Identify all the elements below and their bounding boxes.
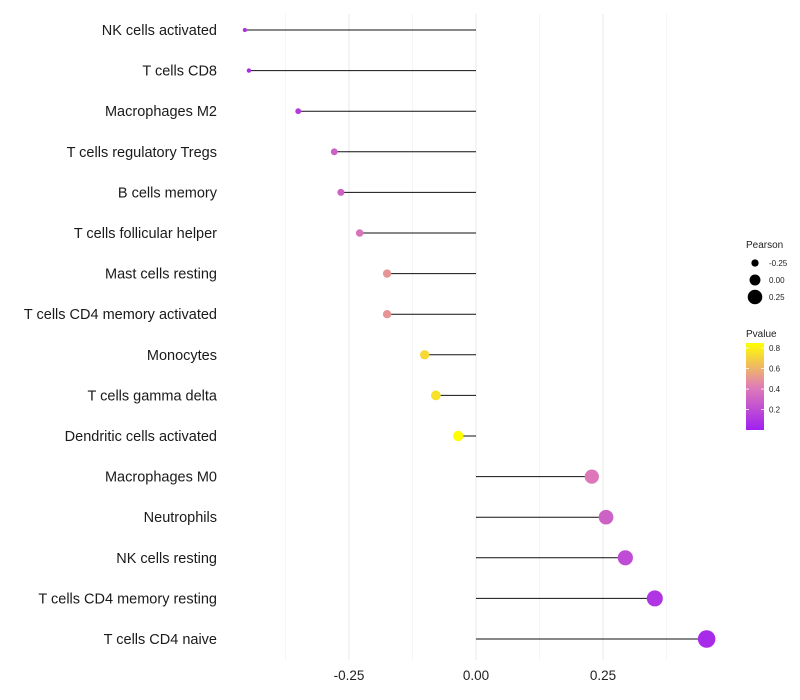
category-label: Dendritic cells activated	[65, 429, 217, 445]
x-tick-label: 0.25	[590, 668, 616, 683]
x-tick-label: -0.25	[334, 668, 365, 683]
colorbar-label: 0.8	[769, 344, 781, 353]
category-label: T cells CD4 naive	[104, 632, 217, 648]
category-label: Mast cells resting	[105, 267, 217, 283]
dot-macrophages-m2	[295, 108, 302, 115]
stems	[244, 29, 707, 640]
category-label: T cells gamma delta	[88, 388, 218, 404]
category-label: Macrophages M2	[105, 104, 217, 120]
dot-macrophages-m0	[584, 469, 599, 484]
dot-b-cells-memory	[337, 188, 345, 196]
dot-t-cells-cd4-memory-resting	[646, 590, 663, 607]
legend-size-label: 0.25	[769, 293, 785, 302]
dot-t-cells-cd4-memory-activated	[382, 310, 392, 319]
dot-monocytes	[419, 350, 430, 360]
legend-size-label: 0.00	[769, 276, 785, 285]
dot-neutrophils	[598, 509, 614, 525]
category-label: T cells follicular helper	[74, 226, 217, 242]
x-tick-label: 0.00	[463, 668, 489, 683]
legend-size-key	[751, 259, 759, 267]
colorbar-label: 0.4	[769, 385, 781, 394]
dot-nk-cells-activated	[242, 27, 247, 33]
grid-lines	[285, 14, 667, 660]
dot-dendritic-cells-activated	[453, 430, 464, 442]
dot-mast-cells-resting	[382, 269, 392, 278]
legend-pvalue-title: Pvalue	[746, 329, 777, 340]
dot-t-cells-regulatory-tregs	[330, 148, 338, 156]
pvalue-colorbar	[746, 343, 764, 430]
category-labels: NK cells activated T cells CD8 Macrophages…	[24, 23, 218, 648]
dot-t-cells-cd8	[246, 68, 252, 73]
category-label: Macrophages M0	[105, 470, 217, 486]
legend-pearson-title: Pearson	[746, 240, 783, 251]
category-label: T cells regulatory Tregs	[67, 145, 217, 161]
legend-size-label: -0.25	[769, 259, 788, 268]
dot-t-cells-cd4-naive	[697, 630, 716, 648]
category-label: T cells CD8	[142, 64, 217, 80]
colorbar-label: 0.6	[769, 365, 781, 374]
category-label: Neutrophils	[144, 510, 217, 526]
category-label: T cells CD4 memory activated	[24, 307, 217, 323]
category-label: Monocytes	[147, 348, 217, 364]
colorbar-label: 0.2	[769, 406, 781, 415]
category-label: NK cells resting	[116, 551, 217, 567]
category-label: NK cells activated	[102, 23, 217, 39]
legend-size-key	[749, 274, 761, 286]
dot-t-cells-follicular-helper	[355, 229, 364, 237]
legend: Pearson Pvalue -0.25 0.00 0.25 0.2 0.4 0.6 0.8	[746, 240, 788, 430]
category-label: B cells memory	[118, 185, 218, 201]
dots	[242, 27, 716, 648]
category-label: T cells CD4 memory resting	[38, 591, 217, 607]
legend-size-key	[747, 289, 763, 305]
dot-nk-cells-resting	[617, 550, 633, 566]
x-axis-ticks: -0.25 0.00 0.25	[334, 668, 617, 683]
dot-t-cells-gamma-delta	[430, 390, 441, 401]
